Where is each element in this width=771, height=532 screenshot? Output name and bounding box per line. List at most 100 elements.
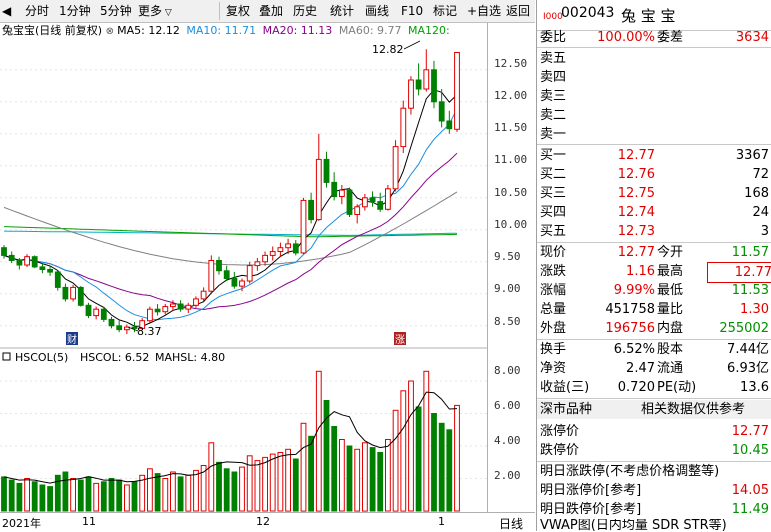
candle: [438, 89, 445, 128]
volume-bar: [315, 370, 322, 512]
stat-label: 最高: [657, 264, 684, 279]
stat-row[interactable]: 外盘 196756 内盘 255002: [537, 319, 771, 338]
stat-row[interactable]: 涨幅 9.99% 最低 11.53: [537, 281, 771, 300]
buy-level-row[interactable]: 买三 12.75 168: [537, 184, 771, 203]
candle: [193, 296, 199, 308]
sell-level-row[interactable]: 卖三: [537, 87, 771, 106]
more-menu[interactable]: 更多 ▽: [138, 3, 172, 19]
period-label[interactable]: 日线: [499, 517, 524, 531]
buy-level-row[interactable]: 买四 12.74 24: [537, 203, 771, 222]
candle: [423, 49, 430, 92]
buy-level-row[interactable]: 买五 12.73 3: [537, 222, 771, 241]
candle: [70, 284, 76, 302]
volume-bar: [131, 481, 138, 512]
sell-level-row[interactable]: 卖五: [537, 49, 771, 68]
fin-value: 7.44亿: [727, 342, 769, 357]
next-limit-down-row: 明日跌停价[参考] 11.49: [537, 500, 771, 519]
candle: [108, 316, 115, 329]
volume-bar: [177, 476, 184, 512]
stock-name: 兔 宝 宝: [621, 7, 676, 25]
candle: [362, 193, 368, 211]
volume-bar: [239, 466, 245, 512]
stat-row[interactable]: 现价 12.77 今开 11.57: [537, 243, 771, 262]
date-axis: 2021年 11 12 1 日线: [0, 512, 535, 532]
return-button[interactable]: 返回: [506, 4, 531, 18]
stats-button[interactable]: 统计: [330, 4, 355, 18]
volume-bar: [385, 439, 391, 512]
sell-level-label: 卖一: [540, 127, 567, 142]
buy-level-price: 12.74: [617, 205, 655, 220]
draw-button[interactable]: 画线: [365, 4, 390, 18]
stat-label: 现价: [540, 245, 567, 260]
volume-bar: [170, 471, 176, 512]
fin-row[interactable]: 换手 6.52% 股本 7.44亿: [537, 340, 771, 359]
volume-bar: [77, 479, 84, 512]
sell-level-row[interactable]: 卖四: [537, 68, 771, 87]
next-down-label: 明日跌停价[参考]: [540, 502, 642, 517]
stat-row[interactable]: 总量 451758 量比 1.30: [537, 300, 771, 319]
tab-timeshare[interactable]: 分时: [25, 4, 50, 18]
mark-button[interactable]: 标记: [433, 4, 458, 18]
volume-bar: [147, 468, 153, 512]
price-axis: 12.50 12.00 11.50 11.00 10.50 10.00 9.50…: [487, 23, 536, 512]
vwap-row[interactable]: VWAP图(日内均量 SDR STR等): [537, 519, 771, 531]
candlestick-series: [1, 49, 460, 335]
limit-up-marker[interactable]: [394, 332, 406, 345]
buy-level-row[interactable]: 买一 12.77 3367: [537, 146, 771, 165]
quote-header: I000 002043 兔 宝 宝: [537, 0, 771, 31]
volume-bar: [100, 481, 107, 512]
divider: [537, 339, 771, 340]
stat-label: 今开: [657, 245, 684, 260]
candle: [116, 320, 123, 333]
volume-bar: [423, 370, 430, 512]
overlay-button[interactable]: 叠加: [259, 4, 284, 18]
candle: [400, 100, 407, 153]
f10-button[interactable]: F10: [401, 4, 424, 18]
next-up-label: 明日涨停价[参考]: [540, 483, 642, 498]
y-tick-price: 11.00: [494, 153, 528, 166]
tab-5min[interactable]: 5分钟: [100, 4, 132, 18]
buy-level-label: 买四: [540, 205, 567, 220]
candle: [93, 306, 100, 320]
volume-bar: [323, 400, 330, 512]
candle: [154, 304, 161, 316]
adjust-button[interactable]: 复权: [226, 4, 251, 18]
history-button[interactable]: 历史: [293, 4, 318, 18]
volume-bar: [400, 390, 407, 512]
volume-bar: [369, 447, 376, 512]
buy-level-label: 买三: [540, 186, 567, 201]
fin-value: 0.720: [617, 380, 655, 395]
settings-circle-icon[interactable]: ⊗: [105, 26, 118, 37]
sell-level-row[interactable]: 卖二: [537, 106, 771, 125]
stat-row[interactable]: 涨跌 1.16 最高 12.77: [537, 262, 771, 283]
candle: [185, 302, 192, 313]
sell-level-row[interactable]: 卖一: [537, 125, 771, 144]
add-watchlist-button[interactable]: +自选: [467, 4, 502, 18]
volume-bar: [16, 482, 23, 512]
back-arrow-icon[interactable]: ◀: [2, 4, 12, 18]
weibi-label: 委比: [540, 30, 567, 45]
finance-marker[interactable]: [66, 332, 78, 345]
divider: [537, 47, 771, 48]
candle: [208, 255, 215, 294]
indicator-toggle-icon[interactable]: [2, 352, 11, 361]
candle: [292, 240, 299, 256]
fin-row[interactable]: 净资 2.47 流通 6.93亿: [537, 359, 771, 378]
next-limit-title-text: 明日涨跌停(不考虑价格调整等): [540, 464, 720, 479]
fin-label: 收益(三): [540, 380, 590, 395]
y-tick-price: 10.00: [494, 218, 528, 231]
tab-1min[interactable]: 1分钟: [59, 4, 91, 18]
volume-bar: [300, 422, 307, 512]
volume-bar: [24, 478, 31, 512]
fin-label: 换手: [540, 342, 567, 357]
kline-chart[interactable]: 12.82 8.37 财 涨 HSCOL(5) HSCOL: 6.52 MAHS…: [0, 23, 487, 512]
candle: [216, 256, 222, 275]
volume-bar: [1, 476, 7, 512]
candle: [369, 191, 376, 207]
ma60-label: MA60: 9.77: [338, 24, 402, 37]
buy-level-row[interactable]: 买二 12.76 72: [537, 165, 771, 184]
indicator-name: HSCOL(5): [15, 351, 68, 364]
fin-row[interactable]: 收益(三) 0.720 PE(动) 13.6: [537, 378, 771, 397]
fin-label: 流通: [657, 361, 684, 376]
y-tick-price: 11.50: [494, 121, 528, 134]
